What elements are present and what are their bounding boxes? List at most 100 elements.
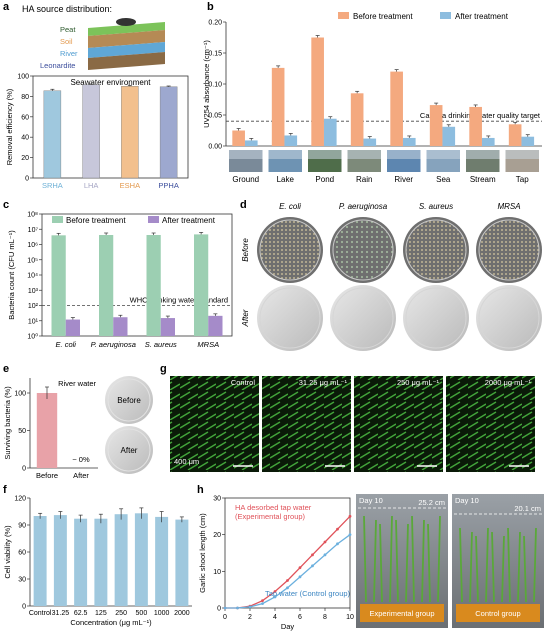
bar (33, 516, 47, 606)
garlic-shoot (507, 527, 511, 603)
x-axis-label: Day (281, 622, 295, 631)
bar-after (244, 140, 258, 146)
dish-rim (478, 219, 540, 281)
data-point (273, 595, 277, 599)
bar-after (363, 138, 377, 146)
bar (159, 86, 178, 179)
photo-sky (426, 150, 460, 159)
layer-label: Leonardite (40, 61, 75, 70)
x-tick-label: PPHA (158, 181, 178, 190)
day-label: Day 10 (455, 496, 479, 505)
y-tick-label: 0.10 (208, 82, 222, 89)
image-label: 31.25 μg mL⁻¹ (299, 378, 348, 387)
day-label: Day 10 (359, 496, 383, 505)
bar (134, 513, 148, 606)
x-tick-label: 125 (95, 610, 107, 617)
dish-label: Before (117, 396, 141, 405)
panel-h: h 0 10 20 30 Garlic shoot length (cm) 0 2 4 6 8 10… (197, 484, 544, 631)
dish-rim (259, 287, 321, 349)
chart-title: River water (58, 379, 96, 388)
garlic-shoot (411, 515, 415, 603)
layer-label: Soil (60, 37, 73, 46)
bar (82, 84, 100, 179)
photo-sky (347, 150, 381, 159)
x-tick-label: 250 (115, 610, 127, 617)
column-label: P. aeruginosa (339, 202, 388, 211)
bar-after (113, 317, 128, 336)
panel-label: a (3, 1, 10, 13)
garlic-shoot (501, 535, 505, 603)
dish-rim (107, 428, 151, 472)
cell-fibers (170, 376, 259, 472)
data-point (286, 579, 289, 582)
layer-label: River (60, 49, 78, 58)
x-tick-label: Lake (277, 175, 295, 184)
bar-after (442, 126, 456, 146)
data-point (348, 533, 352, 537)
x-tick-label: Ground (232, 175, 259, 184)
garlic-shoot (459, 527, 463, 603)
image-label: 250 μg mL⁻¹ (397, 378, 440, 387)
bar-before (390, 71, 403, 146)
petri-dish-after (476, 285, 542, 351)
data-point (298, 575, 302, 579)
layer-label: Peat (60, 25, 76, 34)
x-tick-label: Stream (470, 175, 496, 184)
petri-dish-grid: E. coli P. aeruginosa S. aureus MRSA Before A… (241, 202, 542, 351)
panel-label: b (207, 1, 214, 13)
bar (121, 85, 139, 179)
x-tick-label: 31.25 (52, 610, 70, 617)
cell-fibers (262, 376, 351, 472)
legend-swatch (52, 216, 63, 223)
panel-f-chart: 0 30 60 90 120 Cell viability (%) Control 31.25… (3, 496, 192, 627)
legend-label: Before treatment (353, 12, 413, 21)
panel-a: a HA source distribution: Peat Soil Rive… (3, 1, 189, 190)
legend-label: Before treatment (66, 216, 126, 225)
y-axis-label: Removal efficiency (%) (5, 88, 14, 165)
reference-line-label: WHO drinking water standard (130, 296, 228, 305)
y-tick-label: 10⁷ (28, 227, 39, 234)
bar-after (521, 136, 535, 146)
series-label: Tap water (Control group) (265, 589, 351, 598)
panel-c: c 10⁰ 10¹ 10² 10³ 10⁴ 10⁵ 10⁶ 10⁷ 10⁸ Bacteria co… (3, 199, 233, 349)
petri-dish-after (257, 285, 323, 351)
y-tick-label: 30 (18, 577, 26, 584)
x-tick-label: Control (29, 610, 52, 617)
y-axis-label: Garlic shoot length (cm) (198, 513, 207, 593)
data-label: ~ 0% (72, 455, 90, 464)
y-tick-label: 50 (18, 428, 26, 435)
photo-sky (308, 150, 342, 159)
y-tick-label: 10⁴ (27, 273, 38, 280)
panel-g: g Control 31.25 μg mL⁻¹ 250 μg mL⁻¹ 2000 μg… (160, 363, 535, 472)
data-point (248, 605, 252, 609)
y-tick-label: 40 (21, 135, 29, 142)
panel-b: b 0.00 0.05 0.10 0.15 0.20 UV254 absorbance (… (202, 1, 542, 184)
colony-texture (333, 220, 393, 280)
y-tick-label: 20 (21, 155, 29, 162)
x-tick-label: Sea (436, 175, 451, 184)
dish-rim (405, 219, 467, 281)
column-label: MRSA (497, 202, 520, 211)
x-tick-label: 0 (223, 614, 227, 621)
panel-label: g (160, 363, 167, 375)
y-tick-label: 90 (18, 523, 26, 530)
garlic-shoot (475, 535, 479, 603)
y-tick-label: 30 (213, 496, 221, 503)
data-point (323, 540, 327, 544)
panel-e-dishes: Before After (105, 376, 153, 474)
y-tick-label: 10⁶ (27, 242, 38, 249)
garlic-shoot (469, 531, 473, 603)
y-tick-label: 0 (22, 466, 26, 473)
bar (53, 515, 67, 606)
y-axis-label: Surviving bacteria (%) (3, 386, 12, 460)
x-tick-label: 2000 (174, 610, 190, 617)
dish-rim (478, 287, 540, 349)
panel-label: h (197, 484, 204, 496)
bar-after (402, 137, 416, 146)
photo-sky (268, 150, 302, 159)
dish-rim (107, 378, 151, 422)
legend-swatch (338, 12, 349, 19)
x-tick-label: 8 (323, 614, 327, 621)
bar-before (194, 234, 209, 336)
